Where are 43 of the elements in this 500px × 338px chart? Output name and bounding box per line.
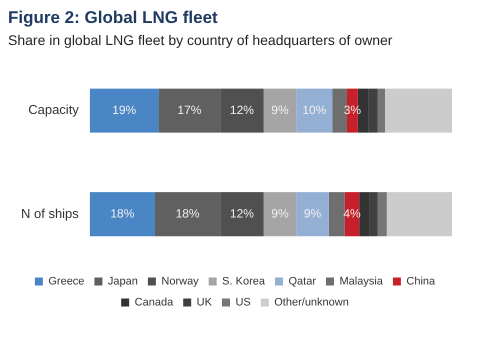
data-label: 10%	[302, 102, 327, 117]
bar	[158, 88, 220, 133]
y-tick-label: N of ships	[20, 206, 80, 221]
legend-label: Japan	[108, 276, 138, 288]
bar	[378, 192, 387, 236]
data-label: 17%	[177, 102, 202, 117]
bar	[359, 192, 370, 236]
data-label: 9%	[271, 102, 289, 117]
legend-label: China	[406, 276, 436, 288]
legend-label: S. Korea	[222, 276, 266, 288]
chart-subtitle: Share in global LNG fleet by country of headquarters of owner	[8, 32, 394, 48]
legend-label: US	[235, 296, 251, 309]
bar	[264, 88, 296, 133]
bar	[90, 192, 155, 236]
data-label: 12%	[230, 102, 254, 117]
bar	[328, 192, 345, 236]
legend-label: Canada	[134, 296, 174, 309]
data-label: 19%	[112, 102, 137, 117]
bar	[369, 192, 378, 236]
bar	[90, 88, 159, 133]
legend-label: Greece	[48, 276, 84, 288]
bar	[220, 192, 264, 236]
bar	[155, 192, 220, 236]
bar	[384, 88, 452, 133]
bar	[296, 88, 332, 133]
bar	[220, 88, 264, 133]
legend-label: Other/unknown	[274, 296, 349, 309]
data-label: 18%	[176, 206, 200, 221]
data-label: 18%	[110, 206, 135, 221]
data-label: 9%	[271, 206, 289, 221]
legend-label: UK	[196, 296, 213, 309]
legend-label: Qatar	[288, 276, 316, 288]
legend-label: Malaysia	[340, 276, 384, 288]
bar	[386, 192, 452, 236]
data-label: 9%	[304, 206, 322, 221]
data-label: 12%	[230, 206, 254, 221]
bar	[296, 192, 329, 236]
chart-title: Figure 2: Global LNG fleet	[8, 8, 219, 28]
bar	[368, 88, 378, 133]
bar	[264, 192, 296, 236]
bar	[378, 88, 385, 133]
legend-label: Norway	[161, 276, 200, 288]
y-tick-label: Capacity	[28, 102, 80, 118]
